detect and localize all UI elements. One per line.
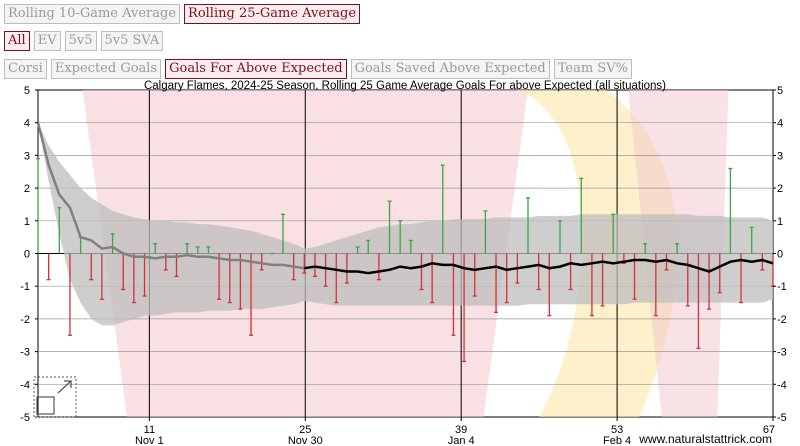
metric-button-goals-for-above-expected[interactable]: Goals For Above Expected — [165, 59, 347, 79]
expand-icon[interactable] — [33, 376, 77, 418]
y-tick-label: 4 — [24, 118, 30, 130]
x-tick-label: 11 — [144, 424, 155, 436]
y-tick-label: -1 — [20, 281, 30, 293]
situation-button-5v5[interactable]: 5v5 — [64, 31, 97, 51]
y-tick-label: 5 — [24, 85, 30, 97]
y-tick-label: -5 — [20, 412, 30, 424]
rolling-window-toggle: Rolling 10-Game Average Rolling 25-Game A… — [4, 4, 361, 24]
y-axis-right: 5 4 3 2 1 0 -1 -2 -3 -4 -5 — [773, 85, 787, 424]
chart-title: Calgary Flames, 2024-25 Season, Rolling … — [144, 80, 666, 92]
game-bars — [36, 158, 775, 363]
y-tick-label-right: -4 — [777, 379, 787, 391]
y-tick-label-right: 1 — [777, 216, 783, 228]
y-axis-left: 5 4 3 2 1 0 -1 -2 -3 -4 -5 — [20, 85, 38, 424]
y-tick-label-right: -5 — [777, 412, 787, 424]
y-tick-label: -4 — [20, 379, 30, 391]
x-date-label: Nov 1 — [135, 435, 164, 446]
y-tick-label: 2 — [24, 183, 30, 195]
x-tick-label: 25 — [299, 424, 311, 436]
metric-button-expected-goals[interactable]: Expected Goals — [50, 59, 162, 79]
metric-button-goals-saved-above-expected[interactable]: Goals Saved Above Expected — [350, 59, 550, 79]
x-date-label: Feb 4 — [603, 435, 631, 446]
rolling-line-early — [36, 122, 305, 270]
metric-button-corsi[interactable]: Corsi — [4, 59, 47, 79]
y-tick-label: 0 — [24, 249, 30, 261]
x-tick-label: 53 — [611, 424, 623, 436]
y-tick-label-right: -1 — [777, 281, 787, 293]
y-tick-label-right: 4 — [777, 118, 783, 130]
situation-toggle: All EV 5v5 5v5 SVA — [4, 31, 164, 51]
x-date-label: Nov 30 — [288, 435, 323, 446]
situation-button-5v5-sva[interactable]: 5v5 SVA — [100, 31, 164, 51]
band-area — [38, 122, 773, 326]
metric-button-team-sv[interactable]: Team SV% — [553, 59, 632, 79]
rolling-button-rolling-10-game-average[interactable]: Rolling 10-Game Average — [4, 4, 181, 24]
situation-button-ev[interactable]: EV — [33, 31, 61, 51]
y-tick-label: 3 — [24, 150, 30, 162]
x-date-label: Jan 4 — [448, 435, 475, 446]
y-tick-label-right: -3 — [777, 347, 787, 359]
y-tick-label: -2 — [20, 314, 30, 326]
rolling-line — [304, 258, 774, 275]
x-tick-label: 39 — [455, 424, 467, 436]
site-credit: www.naturalstattrick.com — [638, 432, 772, 446]
y-tick-label-right: 5 — [777, 85, 783, 97]
y-tick-label: 1 — [24, 216, 30, 228]
metric-toggle: Corsi Expected Goals Goals For Above Expec… — [4, 59, 632, 79]
situation-button-all[interactable]: All — [4, 31, 30, 51]
y-tick-label-right: 2 — [777, 183, 783, 195]
x-axis: 11 25 39 53 67 Nov 1 Nov 30 Jan 4 Feb 4 — [135, 417, 775, 446]
y-tick-label-right: 3 — [777, 150, 783, 162]
y-tick-label-right: 0 — [777, 249, 783, 261]
x-tick-label: 67 — [763, 424, 775, 436]
gfax-chart: 5 4 3 2 1 0 -1 -2 -3 -4 -5 5 4 3 2 1 0 -1 -2 -3 -4 -5 11 25 39… — [20, 80, 787, 446]
rolling-average-line — [36, 122, 774, 275]
confidence-band — [38, 122, 773, 326]
y-tick-label-right: -2 — [777, 314, 787, 326]
rolling-button-rolling-25-game-average[interactable]: Rolling 25-Game Average — [184, 4, 361, 24]
y-tick-label: -3 — [20, 347, 30, 359]
